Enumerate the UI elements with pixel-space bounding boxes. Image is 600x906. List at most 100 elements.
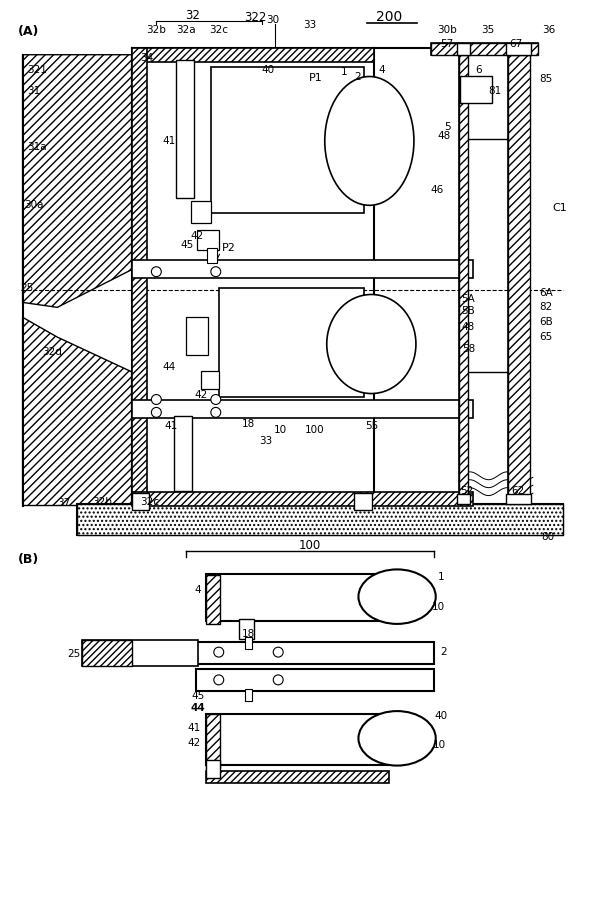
Text: 46: 46 bbox=[430, 186, 443, 196]
Circle shape bbox=[151, 266, 161, 276]
Text: 48: 48 bbox=[437, 131, 451, 141]
Bar bbox=[196, 642, 434, 664]
Bar bbox=[458, 52, 469, 497]
Circle shape bbox=[211, 394, 221, 404]
Bar bbox=[206, 575, 220, 624]
Bar bbox=[131, 48, 374, 62]
Text: 37: 37 bbox=[58, 497, 71, 507]
Text: 36: 36 bbox=[542, 25, 556, 35]
Text: 1: 1 bbox=[341, 66, 348, 77]
Text: 25: 25 bbox=[67, 649, 80, 660]
Text: 32: 32 bbox=[185, 8, 200, 22]
Text: 34: 34 bbox=[140, 53, 153, 63]
Text: 33: 33 bbox=[303, 20, 317, 30]
Text: 10: 10 bbox=[432, 602, 445, 612]
Text: P2: P2 bbox=[222, 243, 236, 253]
Text: 32c: 32c bbox=[209, 25, 228, 35]
Circle shape bbox=[211, 408, 221, 418]
Bar bbox=[82, 641, 198, 666]
Bar bbox=[245, 689, 253, 700]
Bar bbox=[431, 43, 538, 54]
Bar bbox=[206, 771, 389, 783]
Text: 4: 4 bbox=[379, 64, 386, 74]
Bar bbox=[131, 493, 149, 510]
Text: 52: 52 bbox=[460, 486, 473, 496]
Text: 45: 45 bbox=[191, 690, 205, 700]
Bar bbox=[201, 371, 219, 389]
Bar bbox=[77, 504, 563, 535]
Text: 58: 58 bbox=[462, 344, 475, 354]
Text: 25: 25 bbox=[20, 283, 34, 293]
Text: 30a: 30a bbox=[25, 200, 44, 210]
Text: 32c: 32c bbox=[140, 496, 159, 506]
Circle shape bbox=[273, 647, 283, 657]
Text: 80: 80 bbox=[541, 532, 554, 542]
Ellipse shape bbox=[358, 711, 436, 766]
Circle shape bbox=[273, 675, 283, 685]
Text: 33: 33 bbox=[259, 436, 272, 446]
Text: 40: 40 bbox=[434, 710, 447, 720]
Text: 31: 31 bbox=[28, 86, 41, 96]
Bar bbox=[207, 248, 217, 263]
Bar bbox=[196, 669, 434, 690]
Bar bbox=[355, 493, 373, 510]
Text: 100: 100 bbox=[299, 539, 321, 552]
Text: 65: 65 bbox=[539, 333, 553, 342]
Text: 41: 41 bbox=[164, 421, 178, 431]
Bar bbox=[211, 67, 364, 213]
Text: 4: 4 bbox=[194, 584, 201, 594]
Text: 6B: 6B bbox=[539, 317, 553, 327]
Circle shape bbox=[214, 675, 224, 685]
Text: 44: 44 bbox=[191, 703, 205, 713]
Text: 45: 45 bbox=[181, 240, 194, 250]
Bar bbox=[431, 43, 538, 54]
Text: 6A: 6A bbox=[539, 288, 553, 298]
Bar bbox=[245, 637, 253, 650]
Text: 30b: 30b bbox=[437, 25, 457, 35]
Bar bbox=[131, 400, 473, 419]
Text: 10: 10 bbox=[274, 425, 287, 435]
Circle shape bbox=[151, 408, 161, 418]
Text: 322: 322 bbox=[244, 11, 266, 24]
Bar bbox=[219, 287, 364, 397]
Text: 5B: 5B bbox=[461, 306, 475, 316]
Bar bbox=[131, 260, 473, 277]
Ellipse shape bbox=[327, 294, 416, 393]
Text: 10: 10 bbox=[433, 740, 446, 750]
Text: 55: 55 bbox=[365, 421, 378, 431]
Text: 18: 18 bbox=[242, 630, 255, 640]
Bar bbox=[197, 230, 219, 250]
Text: 42: 42 bbox=[194, 390, 208, 400]
Bar bbox=[131, 492, 473, 506]
Ellipse shape bbox=[358, 569, 436, 624]
Circle shape bbox=[214, 647, 224, 657]
Text: 32d: 32d bbox=[43, 347, 62, 357]
Bar bbox=[239, 620, 254, 640]
Text: (A): (A) bbox=[17, 25, 39, 38]
Polygon shape bbox=[23, 54, 131, 307]
Bar bbox=[77, 504, 563, 535]
Bar bbox=[206, 714, 389, 765]
Text: C1: C1 bbox=[552, 203, 567, 213]
Text: 5A: 5A bbox=[461, 294, 475, 304]
Text: 18: 18 bbox=[242, 419, 255, 429]
Bar bbox=[206, 760, 220, 778]
Text: 85: 85 bbox=[539, 74, 553, 84]
Bar bbox=[508, 50, 530, 496]
Text: 32a: 32a bbox=[176, 25, 196, 35]
Text: 32b: 32b bbox=[146, 25, 166, 35]
Circle shape bbox=[151, 394, 161, 404]
Circle shape bbox=[211, 266, 221, 276]
Text: 200: 200 bbox=[376, 10, 402, 24]
Text: 42: 42 bbox=[190, 231, 203, 241]
Text: 5: 5 bbox=[444, 122, 451, 132]
Text: 41: 41 bbox=[163, 136, 176, 146]
Ellipse shape bbox=[325, 76, 414, 206]
Text: 31a: 31a bbox=[28, 142, 47, 152]
Bar bbox=[206, 714, 220, 768]
Bar bbox=[461, 75, 492, 103]
Bar bbox=[206, 573, 389, 622]
Text: 2: 2 bbox=[354, 72, 361, 82]
Bar bbox=[176, 60, 194, 198]
Text: 100: 100 bbox=[305, 425, 325, 435]
